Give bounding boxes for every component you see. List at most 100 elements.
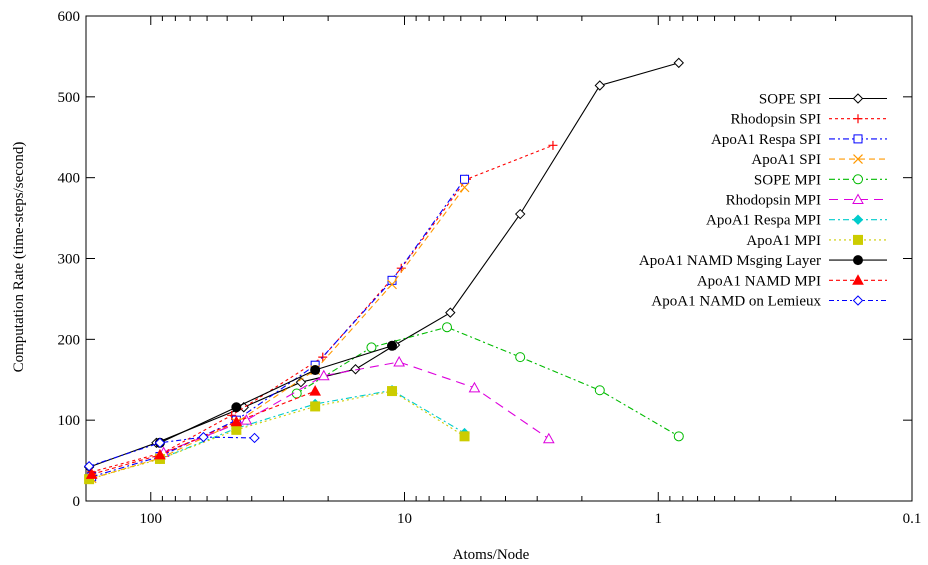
data-point (83, 461, 95, 472)
x-tick-label: 10 (397, 511, 412, 527)
data-point (249, 432, 260, 444)
legend-entry: Rhodopsin MPI (726, 193, 887, 209)
series-layer (83, 57, 684, 485)
legend-entry: ApoA1 Respa MPI (706, 213, 887, 229)
series-apoa1-respa-spi (87, 174, 470, 482)
data-point (445, 307, 456, 318)
data-point (295, 376, 307, 388)
series-apoa1-namd-on-lemieux (83, 431, 260, 472)
data-point (309, 385, 322, 396)
x-tick-label: 1 (655, 511, 663, 527)
legend-label: ApoA1 NAMD on Lemieux (651, 294, 821, 310)
data-point (673, 431, 684, 442)
data-point (387, 340, 398, 351)
series-line (88, 436, 255, 467)
series-line (159, 389, 465, 460)
legend-entry: ApoA1 MPI (746, 233, 887, 249)
legend-label: ApoA1 NAMD Msging Layer (639, 253, 821, 269)
y-tick-label: 200 (58, 332, 81, 348)
legend-label: SOPE SPI (759, 92, 821, 108)
y-tick-label: 400 (58, 171, 81, 187)
series-sope-spi (83, 57, 684, 473)
data-point (387, 386, 398, 397)
legend-entry: SOPE MPI (754, 172, 887, 188)
legend-marker (853, 114, 863, 124)
data-point (85, 468, 98, 479)
legend-entry: ApoA1 Respa SPI (711, 132, 887, 148)
data-point (673, 57, 684, 69)
legend-label: SOPE MPI (754, 172, 821, 188)
series-line (163, 361, 550, 454)
legend-label: ApoA1 SPI (751, 152, 821, 168)
series-line (91, 187, 465, 479)
series-apoa1-mpi (84, 386, 470, 485)
y-tick-label: 100 (58, 413, 81, 429)
data-point (515, 352, 526, 363)
data-point (366, 342, 377, 353)
legend-marker (853, 234, 863, 245)
legend-marker (852, 295, 864, 306)
series-apoa1-namd-msging-layer (154, 340, 398, 448)
x-tick-label: 0.1 (903, 511, 922, 527)
legend-entry: SOPE SPI (759, 92, 887, 108)
series-line (296, 326, 680, 437)
series-line (88, 62, 679, 468)
series-line (91, 178, 465, 478)
legend-marker (853, 134, 863, 144)
data-point (198, 431, 209, 443)
series-sope-mpi (291, 322, 684, 442)
legend-label: Rhodopsin MPI (726, 193, 821, 209)
legend-label: ApoA1 Respa MPI (706, 213, 821, 229)
legend-marker (853, 174, 863, 185)
plot-area: 0 100 200 300 400 500 600 100 10 1 0.1 (58, 9, 922, 527)
legend-marker (852, 193, 864, 204)
legend-entry: Rhodopsin SPI (731, 112, 887, 128)
legend-label: ApoA1 Respa SPI (711, 132, 821, 148)
legend-entry: ApoA1 SPI (751, 152, 887, 168)
data-point (154, 448, 166, 460)
series-line (91, 144, 554, 473)
data-point (542, 432, 555, 444)
data-point (387, 279, 397, 290)
data-point (240, 414, 253, 425)
legend: SOPE SPI Rhodopsin SPI ApoA1 Respa SPI ApoA… (639, 92, 887, 310)
data-point (548, 140, 558, 150)
legend-marker (852, 274, 864, 285)
y-tick-label: 600 (58, 9, 81, 25)
legend-marker (852, 93, 864, 104)
data-point (310, 401, 321, 412)
y-tick-label: 500 (58, 90, 81, 106)
x-axis-label: Atoms/Node (453, 547, 530, 563)
legend-entry: ApoA1 NAMD on Lemieux (651, 294, 887, 310)
data-point (514, 208, 526, 220)
y-tick-label: 0 (73, 494, 81, 510)
data-point (154, 437, 166, 449)
legend-marker (852, 214, 864, 225)
data-point (594, 385, 605, 396)
legend-label: Rhodopsin SPI (731, 112, 821, 128)
legend-entry: ApoA1 NAMD MPI (697, 273, 887, 289)
data-point (310, 365, 321, 376)
data-point (350, 364, 361, 375)
y-tick-label: 300 (58, 252, 81, 268)
data-point (317, 369, 330, 381)
data-point (230, 415, 243, 427)
y-axis-label: Computation Rate (time-steps/second) (11, 142, 27, 373)
data-point (231, 402, 242, 413)
data-point (459, 182, 470, 193)
series-line (88, 390, 465, 480)
series-apoa1-spi (86, 182, 470, 484)
data-point (459, 431, 470, 442)
legend-label: ApoA1 NAMD MPI (697, 273, 821, 289)
legend-marker (853, 154, 863, 165)
data-point (393, 355, 405, 367)
legend-marker (853, 255, 863, 266)
legend-label: ApoA1 MPI (746, 233, 821, 249)
data-point (442, 322, 453, 333)
data-point (594, 80, 605, 91)
x-tick-label: 100 (140, 511, 163, 527)
series-line (159, 345, 393, 444)
data-point (468, 381, 481, 393)
series-rhodopsin-spi (87, 140, 558, 477)
